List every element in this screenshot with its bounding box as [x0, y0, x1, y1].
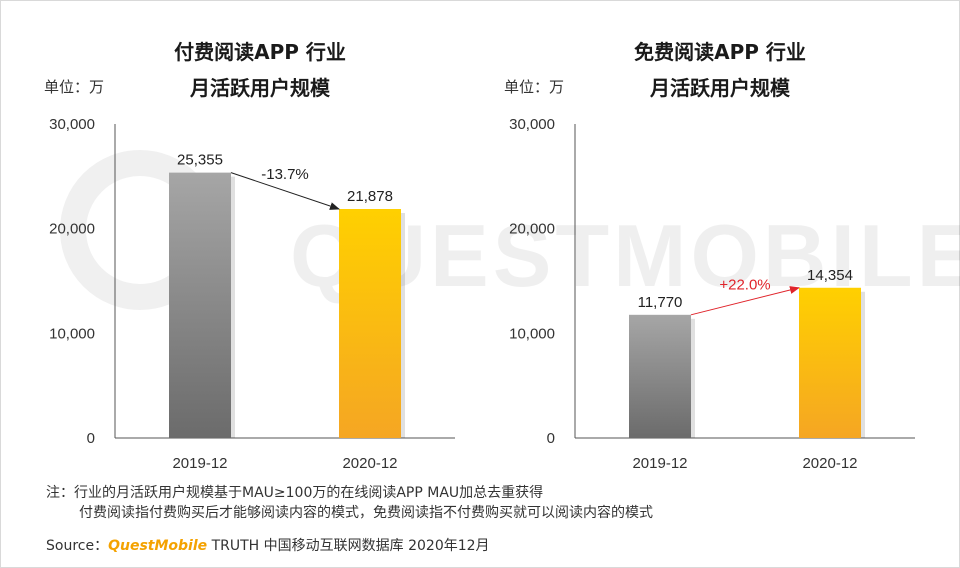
bar-value-label: 11,770 [638, 294, 683, 311]
y-tick-label: 20,000 [49, 221, 95, 238]
y-tick-label: 10,000 [49, 325, 95, 342]
y-tick-label: 30,000 [49, 116, 95, 133]
x-tick-label: 2019-12 [632, 455, 687, 472]
bar [629, 314, 691, 438]
x-tick-label: 2020-12 [342, 455, 397, 472]
x-tick-label: 2020-12 [802, 455, 857, 472]
paid-reading-plot: 0 10,000 20,000 30,000 25,355 2019-12 21,878 20… [49, 116, 455, 472]
source-line: Source：QuestMobile TRUTH 中国移动互联网数据库 2020… [46, 535, 490, 555]
y-tick-label: 0 [87, 430, 95, 447]
unit-label: 单位：万 [44, 78, 105, 96]
chart-title-line2: 月活跃用户规模 [190, 76, 330, 100]
y-tick-label: 30,000 [509, 116, 555, 133]
chart-title-line1: 付费阅读APP 行业 [174, 40, 346, 64]
bar [169, 172, 231, 438]
bar-value-label: 21,878 [347, 188, 393, 205]
y-tick-label: 0 [547, 430, 555, 447]
bar-value-label: 25,355 [177, 152, 223, 169]
change-label: +22.0% [719, 276, 770, 293]
free-reading-plot: 0 10,000 20,000 30,000 11,770 2019-12 14,354 20… [509, 116, 915, 472]
unit-label: 单位：万 [504, 78, 565, 96]
source-rest: TRUTH 中国移动互联网数据库 2020年12月 [207, 538, 490, 554]
y-tick-label: 20,000 [509, 221, 555, 238]
change-arrow [690, 286, 800, 316]
footnote-line1: 注：行业的月活跃用户规模基于MAU≥100万的在线阅读APP MAU加总去重获得 [46, 485, 544, 501]
bar [799, 287, 861, 438]
x-tick-label: 2019-12 [172, 455, 227, 472]
paid-reading-chart: 付费阅读APP 行业 月活跃用户规模 单位：万 0 10,000 20,000 30,… [20, 0, 480, 480]
footnote-line2: 付费阅读指付费购买后才能够阅读内容的模式，免费阅读指不付费购买就可以阅读内容的模… [79, 505, 653, 521]
chart-title-line1: 免费阅读APP 行业 [634, 40, 806, 64]
chart-title-line2: 月活跃用户规模 [650, 76, 790, 100]
bar-value-label: 14,354 [807, 267, 853, 284]
bar [339, 209, 401, 438]
free-reading-chart: 免费阅读APP 行业 月活跃用户规模 单位：万 0 10,000 20,000 30,… [480, 0, 940, 480]
change-label: -13.7% [261, 166, 309, 183]
source-label: Source： [46, 538, 109, 554]
change-arrow [230, 172, 340, 210]
y-tick-label: 10,000 [509, 325, 555, 342]
source-brand: QuestMobile [108, 538, 208, 554]
